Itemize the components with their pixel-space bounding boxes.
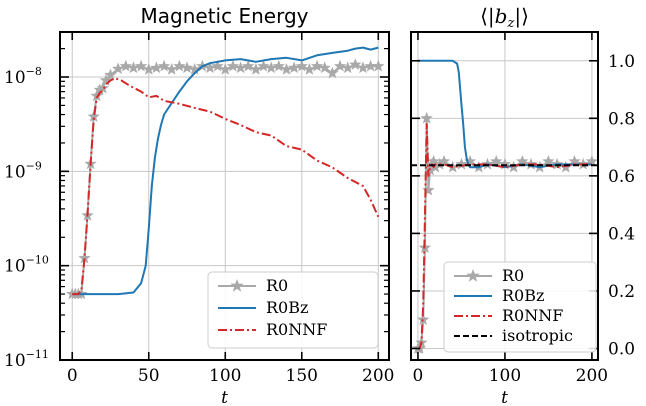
legend-label-r0nnf: R0NNF: [502, 306, 563, 325]
legend-label-r0: R0: [266, 276, 288, 295]
x-tick-label: 0: [67, 366, 78, 386]
legend: R0 R0Bz R0NNF: [208, 272, 378, 348]
x-tick-label: 200: [362, 366, 394, 386]
x-tick-label: 200: [576, 366, 608, 386]
y-tick-label: 0.8: [608, 109, 635, 129]
x-tick-label: 100: [489, 366, 521, 386]
x-tick-label: 100: [209, 366, 241, 386]
x-tick-label: 0: [413, 366, 424, 386]
y-tick-label: 0.4: [608, 224, 635, 244]
y-tick-label: 1.0: [608, 52, 635, 72]
x-tick-label: 150: [286, 366, 318, 386]
legend-label-r0bz: R0Bz: [266, 298, 308, 317]
chart-title: ⟨|bz|⟩: [480, 4, 529, 31]
x-tick-label: 50: [138, 366, 160, 386]
legend-label-r0: R0: [502, 266, 524, 285]
y-tick-label: 0.2: [608, 282, 635, 302]
y-tick-label: 0.6: [608, 167, 635, 187]
legend-label-isotropic: isotropic: [502, 326, 573, 345]
chart-title: Magnetic Energy: [141, 4, 309, 28]
x-axis-label: t: [221, 388, 228, 406]
y-tick-label: 0.0: [608, 339, 635, 359]
legend-label-r0bz: R0Bz: [502, 286, 544, 305]
legend-label-r0nnf: R0NNF: [266, 320, 327, 339]
x-axis-label: t: [501, 388, 508, 406]
